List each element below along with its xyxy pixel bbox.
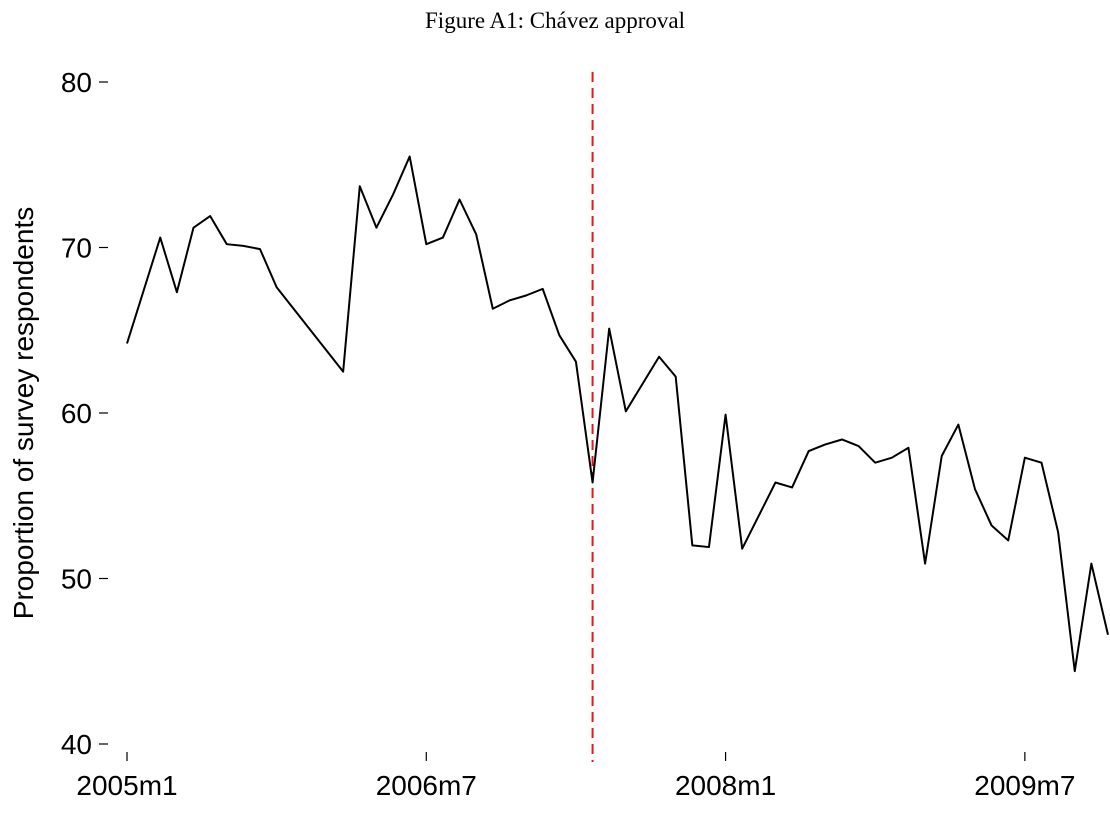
x-tick-label: 2009m7	[974, 770, 1075, 801]
y-tick-label: 50	[61, 564, 92, 595]
x-tick-label: 2005m1	[76, 770, 177, 801]
y-tick-label: 70	[61, 233, 92, 264]
data-line	[126, 155, 1109, 673]
y-tick-label: 60	[61, 398, 92, 429]
y-tick-label: 40	[61, 729, 92, 760]
x-tick-label: 2008m1	[675, 770, 776, 801]
x-tick-label: 2006m7	[376, 770, 477, 801]
y-tick-label: 80	[61, 67, 92, 98]
y-axis-label: Proportion of survey respondents	[8, 207, 39, 619]
chart-title: Figure A1: Chávez approval	[425, 8, 685, 33]
